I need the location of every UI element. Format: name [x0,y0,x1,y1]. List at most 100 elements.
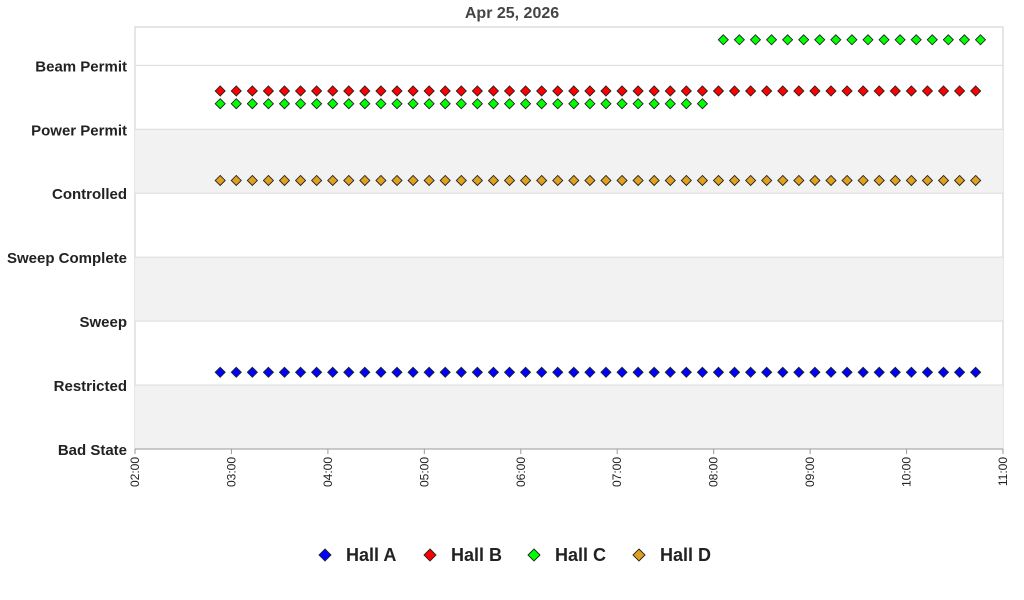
data-point [294,85,307,97]
data-point [327,98,339,110]
data-point [765,34,778,46]
series-hall-d [214,174,982,187]
data-point [600,85,612,97]
x-tick-label: 05:00 [417,457,431,487]
data-point [391,98,403,110]
data-point [745,366,757,378]
data-point [487,366,500,378]
data-point [343,98,355,110]
data-point [455,174,467,187]
grid-band [135,385,1003,449]
data-point [423,366,435,378]
data-point [246,98,258,110]
data-point [680,85,692,97]
data-point [825,174,837,187]
data-point [552,174,564,187]
data-point [343,366,355,378]
data-point [846,34,858,46]
data-point [905,85,918,97]
data-point [841,85,853,97]
data-point [648,174,660,187]
y-tick-label: Sweep [79,314,127,331]
series-hall-b [214,85,982,97]
data-point [407,85,419,97]
legend: Hall A Hall B Hall C Hall D [318,545,711,565]
data-point [407,174,419,187]
data-point [503,98,516,110]
series-hall-c [214,34,987,110]
data-point [970,85,982,97]
data-point [519,85,532,97]
data-point [503,174,516,187]
data-point [712,85,725,97]
data-point [359,85,371,97]
data-point [375,366,387,378]
data-point [503,85,516,97]
data-point [921,366,934,378]
data-point [616,98,628,110]
data-point [455,98,467,110]
data-point [600,366,612,378]
data-point [294,174,307,187]
plot-area [134,26,1004,450]
data-point [873,366,885,378]
data-point [600,98,612,110]
data-point [696,98,709,110]
data-point [632,85,644,97]
data-point [937,85,950,97]
data-point [391,85,403,97]
data-point [439,98,451,110]
data-point [471,98,484,110]
data-point [471,85,484,97]
data-point [375,98,387,110]
x-tick-label: 03:00 [224,457,238,487]
data-point [696,85,709,97]
data-point [584,85,596,97]
data-point [439,366,451,378]
y-tick-label: Sweep Complete [7,250,127,267]
x-tick-label: 08:00 [707,457,721,487]
data-point [487,98,500,110]
data-point [616,366,628,378]
data-point [375,85,387,97]
data-point [728,85,741,97]
data-point [391,366,403,378]
data-point [262,174,275,187]
data-point [246,85,258,97]
legend-item: Hall A [318,545,396,565]
data-point [536,98,548,110]
data-point [712,366,725,378]
data-point [616,174,628,187]
legend-marker [318,548,332,562]
data-point [391,174,403,187]
legend-label: Hall B [451,545,502,565]
data-point [327,174,339,187]
data-point [407,366,419,378]
data-point [359,174,371,187]
data-point [733,34,746,46]
data-point [359,366,371,378]
data-point [905,174,918,187]
data-point [926,34,938,46]
data-point [327,85,339,97]
data-point [278,85,291,97]
data-point [262,366,275,378]
data-point [745,85,757,97]
data-point [503,366,516,378]
data-point [761,85,773,97]
data-point [825,366,837,378]
data-point [921,85,934,97]
data-point [246,174,258,187]
data-point [536,174,548,187]
data-point [793,174,805,187]
legend-item: Hall D [632,545,711,565]
data-point [487,85,500,97]
data-point [905,366,918,378]
data-point [664,174,676,187]
legend-label: Hall C [555,545,606,565]
data-point [584,366,596,378]
x-tick-label: 02:00 [128,457,142,487]
data-point [942,34,954,46]
y-tick-label: Beam Permit [35,58,127,75]
data-point [230,98,242,110]
